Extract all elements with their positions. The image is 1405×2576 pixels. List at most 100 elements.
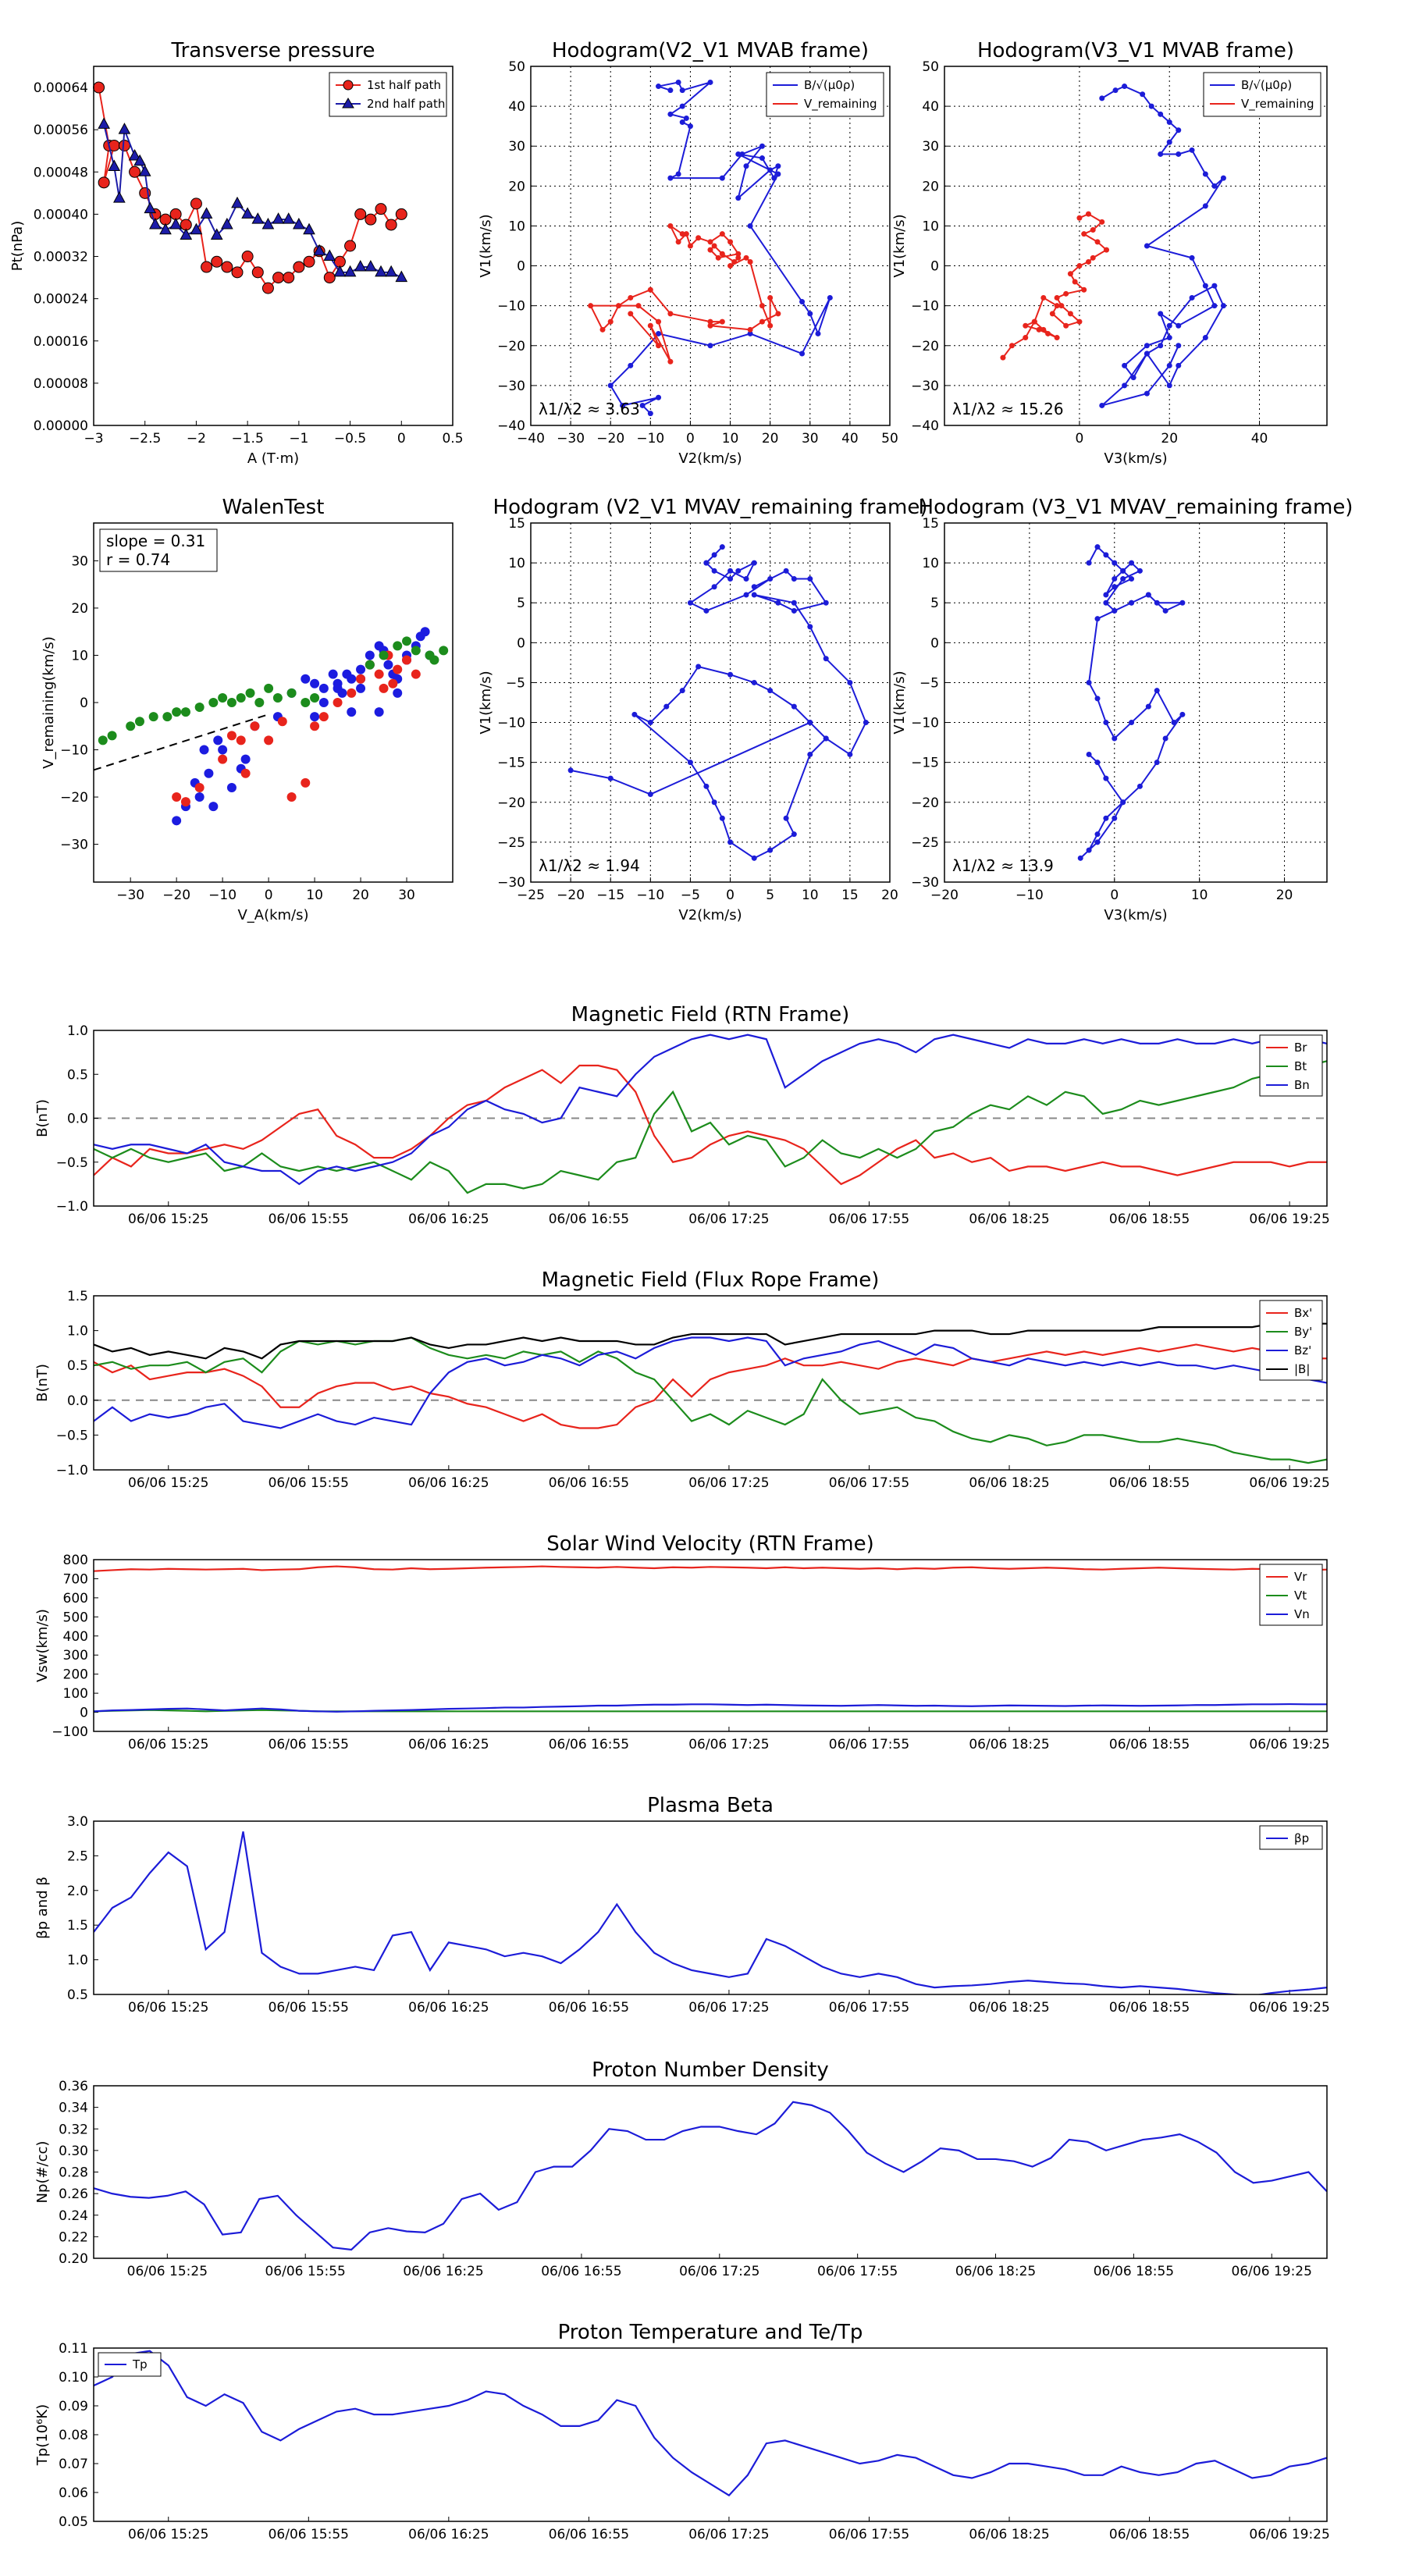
x-tick-label-5: 06/06 17:55: [829, 1212, 909, 1227]
chart-title: Solar Wind Velocity (RTN Frame): [546, 1532, 873, 1556]
x-tick-label-0: 06/06 15:25: [128, 1737, 208, 1752]
x-tick-label-0: 06/06 15:25: [127, 2264, 208, 2279]
data-point-0-28: [799, 350, 806, 357]
y-tick-label-3: 0.00024: [34, 292, 88, 308]
data-point-0-29: [1202, 335, 1208, 341]
data-point-0-6: [667, 111, 674, 117]
data-point-0-8: [743, 576, 749, 582]
data-point-0-15: [231, 266, 244, 279]
annotation-text: λ1/λ2 ≈ 3.63: [539, 400, 640, 418]
y-tick-label-4: 2.5: [67, 1848, 88, 1864]
y-tick-label-4: 0.28: [59, 2165, 88, 2181]
data-point-0-37: [647, 411, 653, 417]
x-tick-label-5: 06/06 17:55: [817, 2264, 898, 2279]
x-tick-label-4: 06/06 17:25: [688, 1475, 769, 1491]
data-point-0-13: [743, 592, 749, 598]
x-tick-label-1: −2.5: [129, 431, 161, 447]
data-point-1-15: [221, 217, 233, 229]
y-tick-label-0: −30: [911, 875, 939, 891]
x-tick-label-7: 06/06 18:55: [1109, 1212, 1190, 1227]
data-point-0-13: [1211, 183, 1218, 189]
data-point-0-4: [711, 568, 717, 574]
data-point-1-4: [1081, 231, 1087, 237]
data-point-1-6: [1104, 247, 1110, 253]
data-point-1-32: [607, 318, 614, 325]
legend-frame: [1203, 72, 1321, 117]
y-tick-label-0: 0.00000: [34, 418, 88, 434]
x-tick-label-9: 50: [881, 431, 898, 447]
y-tick-label-0: 0.05: [59, 2514, 88, 2530]
data-point-0-25: [807, 311, 813, 317]
y-tick-label-5: 0.00040: [34, 207, 88, 222]
data-point-0-9: [199, 745, 209, 755]
data-point-1-30: [628, 294, 634, 301]
data-point-0-20: [759, 155, 765, 162]
data-point-0-17: [791, 576, 797, 582]
data-point-0-13: [211, 255, 223, 268]
y-tick-label-1: 0.06: [59, 2485, 88, 2501]
data-point-1-19: [379, 683, 389, 693]
data-point-0-38: [1144, 390, 1150, 397]
data-point-2-26: [429, 655, 439, 665]
data-point-2-16: [272, 692, 283, 703]
x-tick-label-4: 06/06 17:25: [688, 2527, 769, 2542]
y-tick-label-6: 0: [517, 635, 525, 651]
data-point-1-29: [647, 286, 653, 293]
data-point-0-25: [1094, 696, 1101, 702]
y-tick-label-4: 0: [930, 259, 939, 275]
x-tick-label-5: 20: [352, 888, 369, 903]
data-point-1-28: [354, 260, 367, 272]
legend: Br Bt Bn: [1259, 1034, 1323, 1097]
x-tick-label-6: 06/06 18:25: [969, 1737, 1049, 1752]
y-tick-label-0: −30: [60, 838, 88, 853]
data-point-1-37: [667, 358, 674, 365]
data-point-0-44: [342, 669, 352, 679]
y-tick-label-5: 0.30: [59, 2144, 88, 2159]
data-point-0-8: [1112, 576, 1118, 582]
x-tick-label-0: 06/06 15:25: [128, 1475, 208, 1491]
data-point-1-16: [1067, 311, 1073, 317]
data-point-0-25: [823, 656, 829, 662]
data-point-0-10: [1176, 151, 1182, 157]
data-point-0-51: [807, 720, 813, 726]
data-point-2-6: [172, 707, 182, 717]
data-point-1-5: [236, 735, 246, 745]
x-tick-label-8: 06/06 19:25: [1249, 2527, 1329, 2542]
data-point-1-20: [767, 322, 774, 329]
data-point-0-36: [639, 402, 646, 408]
y-axis-label: B(nT): [34, 1099, 51, 1137]
data-point-0-30: [310, 712, 320, 722]
data-point-1-1: [108, 159, 121, 172]
y-tick-label-2: −10: [60, 743, 88, 759]
data-point-0-18: [261, 282, 274, 294]
data-point-1-36: [656, 318, 662, 325]
data-point-0-0: [93, 81, 105, 94]
data-point-0-35: [1144, 350, 1150, 357]
annotation-text: λ1/λ2 ≈ 1.94: [539, 856, 640, 875]
plot-frame: [530, 66, 891, 426]
chart-p3: Hodogram(V3_V1 MVAB frame) 0 20 40 −40 −30 −20…: [891, 39, 1328, 467]
data-point-1-14: [333, 698, 343, 707]
x-tick-label-6: 30: [398, 888, 415, 903]
data-point-0-27: [1166, 382, 1172, 389]
chart-p2: Hodogram(V2_V1 MVAB frame) −40 −30 −20 −10 0 1…: [478, 39, 898, 467]
data-point-1-15: [1058, 303, 1065, 309]
y-axis-label: Vsw(km/s): [34, 1609, 51, 1682]
series-line-0: [609, 81, 831, 415]
data-point-0-5: [679, 103, 685, 109]
plot-frame: [530, 522, 891, 883]
data-point-1-21: [1040, 294, 1047, 301]
x-tick-label-9: 20: [881, 888, 898, 903]
data-point-0-42: [374, 707, 384, 717]
data-point-0-49: [807, 751, 813, 757]
x-tick-label-0: −30: [116, 888, 144, 903]
data-point-0-32: [333, 683, 343, 693]
y-tick-label-5: 20: [71, 601, 88, 617]
data-point-0-31: [1211, 283, 1218, 289]
data-point-1-15: [735, 254, 742, 261]
data-point-0-54: [567, 767, 574, 774]
x-tick-label-4: 06/06 17:25: [688, 2000, 769, 2016]
data-point-0-22: [1166, 335, 1172, 341]
data-point-1-2: [194, 782, 205, 792]
data-point-1-27: [707, 318, 713, 325]
